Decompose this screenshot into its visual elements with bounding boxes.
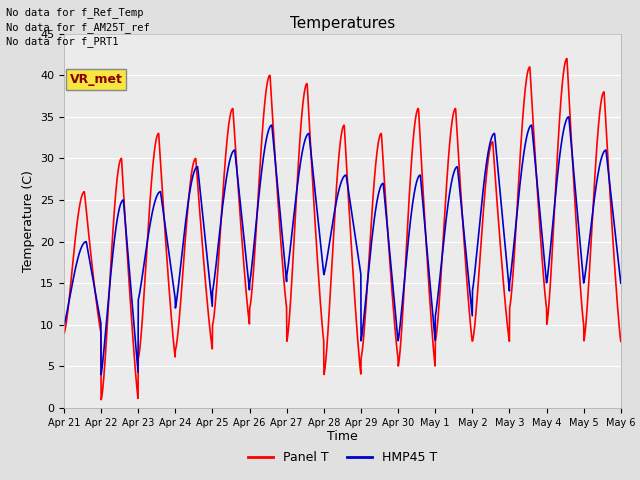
X-axis label: Time: Time — [327, 431, 358, 444]
Text: No data for f_AM25T_ref: No data for f_AM25T_ref — [6, 22, 150, 33]
Legend: Panel T, HMP45 T: Panel T, HMP45 T — [243, 446, 442, 469]
Y-axis label: Temperature (C): Temperature (C) — [22, 170, 35, 272]
Text: VR_met: VR_met — [70, 73, 122, 86]
Text: No data for f_PRT1: No data for f_PRT1 — [6, 36, 119, 47]
Text: No data for f_Ref_Temp: No data for f_Ref_Temp — [6, 7, 144, 18]
Title: Temperatures: Temperatures — [290, 16, 395, 31]
